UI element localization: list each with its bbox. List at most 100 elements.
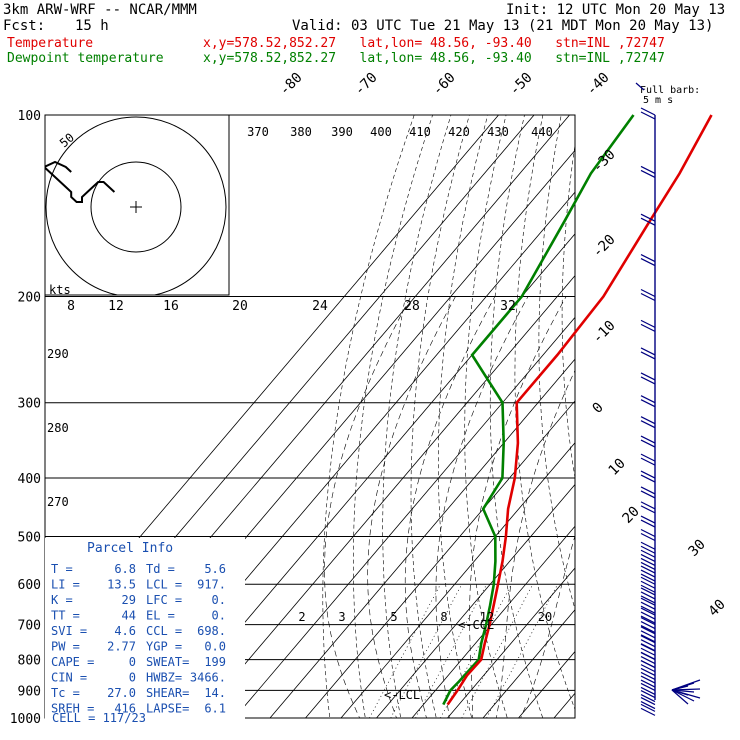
theta-e-label: 380 [290,125,312,139]
isotherm-line [446,567,575,718]
wind-barb [640,576,656,593]
parcel-row-label-2: YGP = [146,640,182,654]
barb-flag [640,697,656,706]
lcl-marker: <-LCL [384,688,420,702]
wind-barb [640,416,656,429]
barb-flag [640,169,656,178]
barb-flag [640,660,656,669]
parcel-info-title: Parcel Info [87,541,173,556]
barb-flag [640,254,656,263]
dry-adiabat-line [727,115,740,731]
isotherm-label: 40 [706,597,729,620]
barb-flag [640,292,656,302]
barb-flag [640,505,656,514]
barb-flag [640,591,656,600]
parcel-row-value: 13.5 [107,578,136,592]
wind-barb [640,372,656,385]
wind-barb [640,587,656,604]
isotherm-label: 20 [620,504,643,527]
barb-flag [640,372,656,381]
parcel-row-label: CIN = [51,671,87,685]
valid-time: Valid: 03 UTC Tue 21 May 13 (21 MDT Mon … [292,18,714,34]
parcel-row-value: 0 [129,671,136,685]
isotherm-label: -10 [590,318,619,347]
isotherm-line [553,692,575,718]
parcel-row-label-2: Td = [146,562,175,576]
dry-adiabat-line [538,115,575,611]
hodograph-ring [90,161,182,253]
pressure-label-800: 800 [18,654,41,669]
parcel-row-label: PW = [51,640,80,654]
barb-flag [640,416,656,425]
parcel-row-value-2: 917. [197,578,226,592]
parcel-row-label-2: LCL = [146,578,182,592]
barb-flag [640,587,656,596]
isotherm-line [482,609,575,718]
barb-flag [640,395,656,404]
isotherm-label: -80 [277,70,306,99]
barb-flag [640,541,656,550]
barb-flag [640,630,656,639]
theta-label: 270 [47,495,69,509]
barb-flag [640,701,656,710]
barb-flag [640,549,656,558]
dry-adiabat-line [438,115,488,718]
wind-barb [640,682,656,695]
parcel-row-value: 0 [129,655,136,669]
barb-flag [640,671,656,680]
wind-barb [640,319,656,332]
barb-flag [640,439,656,448]
parcel-row-label: LI = [51,578,80,592]
dry-adiabat-line [607,115,728,731]
isotherm-line [517,650,575,718]
wind-barb [640,690,656,703]
moist-adiabat-line [367,296,456,718]
barb-flag [640,595,656,604]
isotherm-line [198,275,575,718]
barb-scale-marker [635,82,645,91]
forecast-hour: 15 h [75,18,109,34]
barb-flag [640,675,656,684]
mixing-ratio-label: 2 [298,610,305,624]
parcel-row-value: 6.8 [114,562,136,576]
barb-flag [640,573,656,582]
barb-flag [640,682,656,691]
barb-flag [640,213,656,222]
theta-e-label: 420 [448,125,470,139]
barb-flag [640,607,656,616]
barb-flag [640,625,656,634]
barb-flag [640,107,656,116]
hodograph-unit: kts [49,283,71,297]
parcel-row-value-2: 0. [212,609,226,623]
pressure-label-600: 600 [18,578,41,593]
barb-flag [640,664,656,673]
mixing-ratio-label: 5 [390,610,397,624]
barb-flag [640,605,656,614]
moist-adiabat-line [324,296,412,718]
parcel-row-label-2: CCL = [146,624,182,638]
wind-barb [640,528,656,542]
pressure-label-500: 500 [18,530,41,545]
hodograph-speed-label: 12 [108,299,124,314]
parcel-row-value-2: 5.6 [204,562,226,576]
parcel-row-value-2: 3466. [190,671,226,685]
isotherm-label: -50 [507,70,536,99]
temperature-location: x,y=578.52,852.27 lat,lon= 48.56, -93.40… [203,36,665,51]
wind-barb [640,470,656,483]
barb-flag [640,435,656,444]
barb-flag [640,288,656,298]
wind-barb [640,288,656,302]
theta-e-label: 370 [247,125,269,139]
parcel-row-label-2: EL = [146,609,175,623]
barb-flag [640,643,656,652]
barb-flag [640,457,656,466]
barb-flag [640,561,656,570]
wind-barb [640,617,656,634]
pressure-label-300: 300 [18,397,41,412]
hodograph-frame [44,114,230,296]
theta-label: 280 [47,421,69,435]
isotherm-line [375,483,575,718]
parcel-row-value: 44 [122,609,136,623]
isotherm-label: 30 [686,537,709,560]
